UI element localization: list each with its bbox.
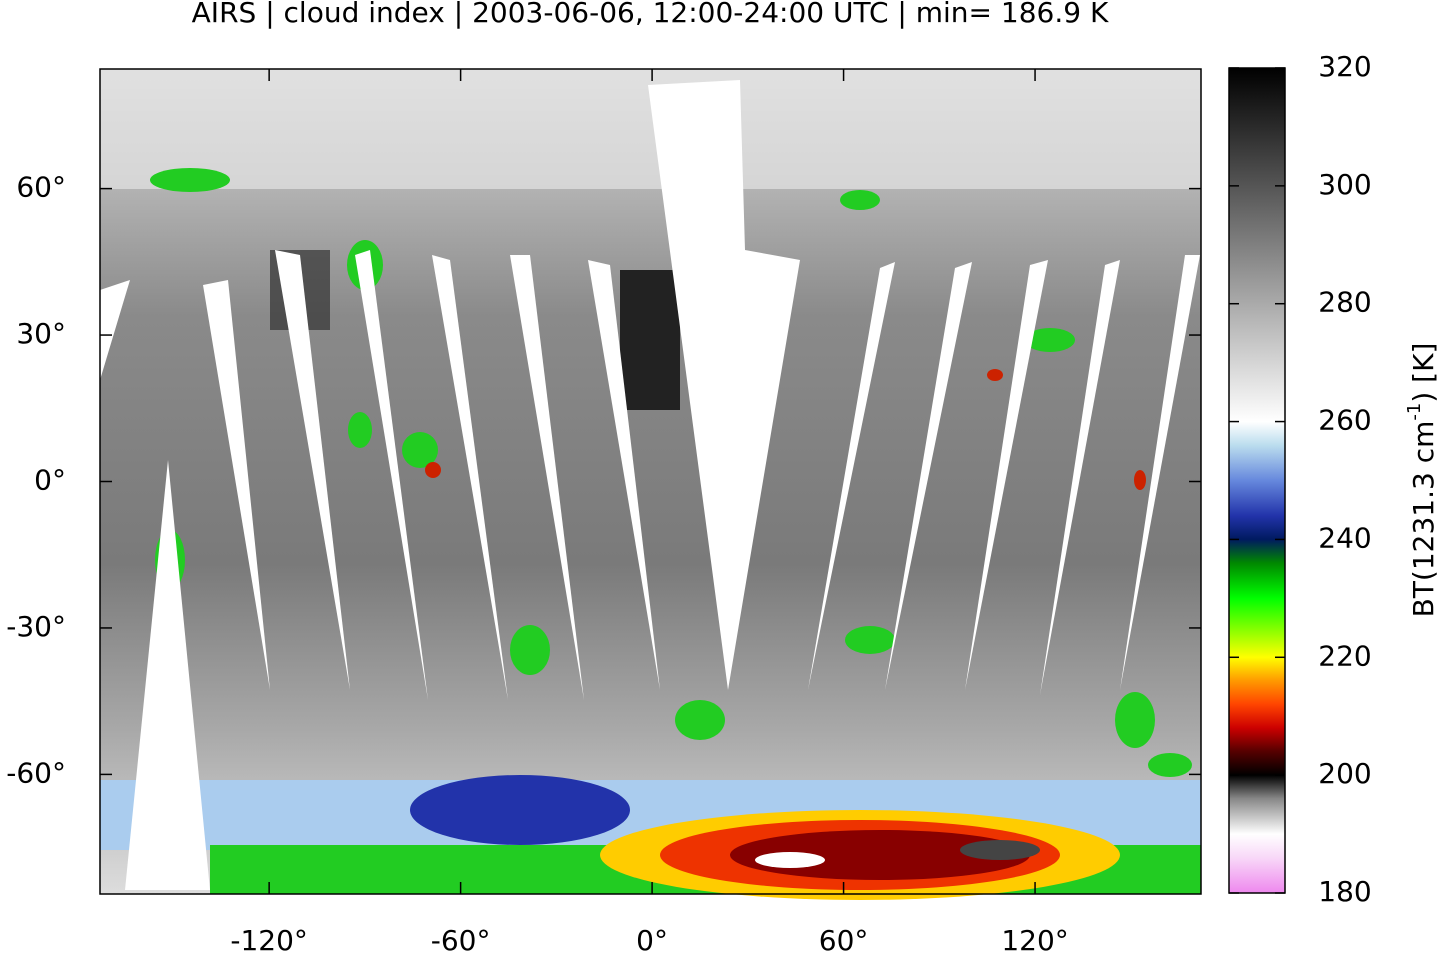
- y-tick-label: -30°: [6, 610, 66, 643]
- x-tick-label: 120°: [1001, 924, 1068, 956]
- chart-title: AIRS | cloud index | 2003-06-06, 12:00-2…: [192, 0, 1109, 29]
- colorbar-tick-label: 280: [1318, 286, 1371, 319]
- colorbar-label: BT(1231.3 cm-1) [K]: [1404, 343, 1440, 618]
- colorbar-tick-label: 320: [1318, 50, 1371, 83]
- colorbar-tick-label: 300: [1318, 168, 1371, 201]
- colorbar-tick-label: 240: [1318, 521, 1371, 554]
- colorbar-label-text: BT(1231.3 cm: [1407, 421, 1440, 618]
- y-tick-label: 0°: [34, 464, 66, 497]
- colorbar-tick-label: 200: [1318, 757, 1371, 790]
- colorbar-tick-label: 260: [1318, 404, 1371, 437]
- colorbar-tick-label: 180: [1318, 875, 1371, 908]
- colorbar-tick-label: 220: [1318, 639, 1371, 672]
- map-image: [99, 68, 1202, 900]
- colorbar: [1228, 67, 1286, 894]
- x-tick-label: 60°: [819, 924, 869, 956]
- x-tick-label: -120°: [230, 924, 308, 956]
- x-tick-label: 0°: [636, 924, 668, 956]
- y-tick-label: -60°: [6, 756, 66, 789]
- y-tick-label: 60°: [16, 171, 66, 204]
- y-tick-label: 30°: [16, 317, 66, 350]
- colorbar-label-text: ) [K]: [1407, 343, 1440, 403]
- x-tick-label: -60°: [431, 924, 491, 956]
- colorbar-label-superscript: -1: [1404, 403, 1425, 421]
